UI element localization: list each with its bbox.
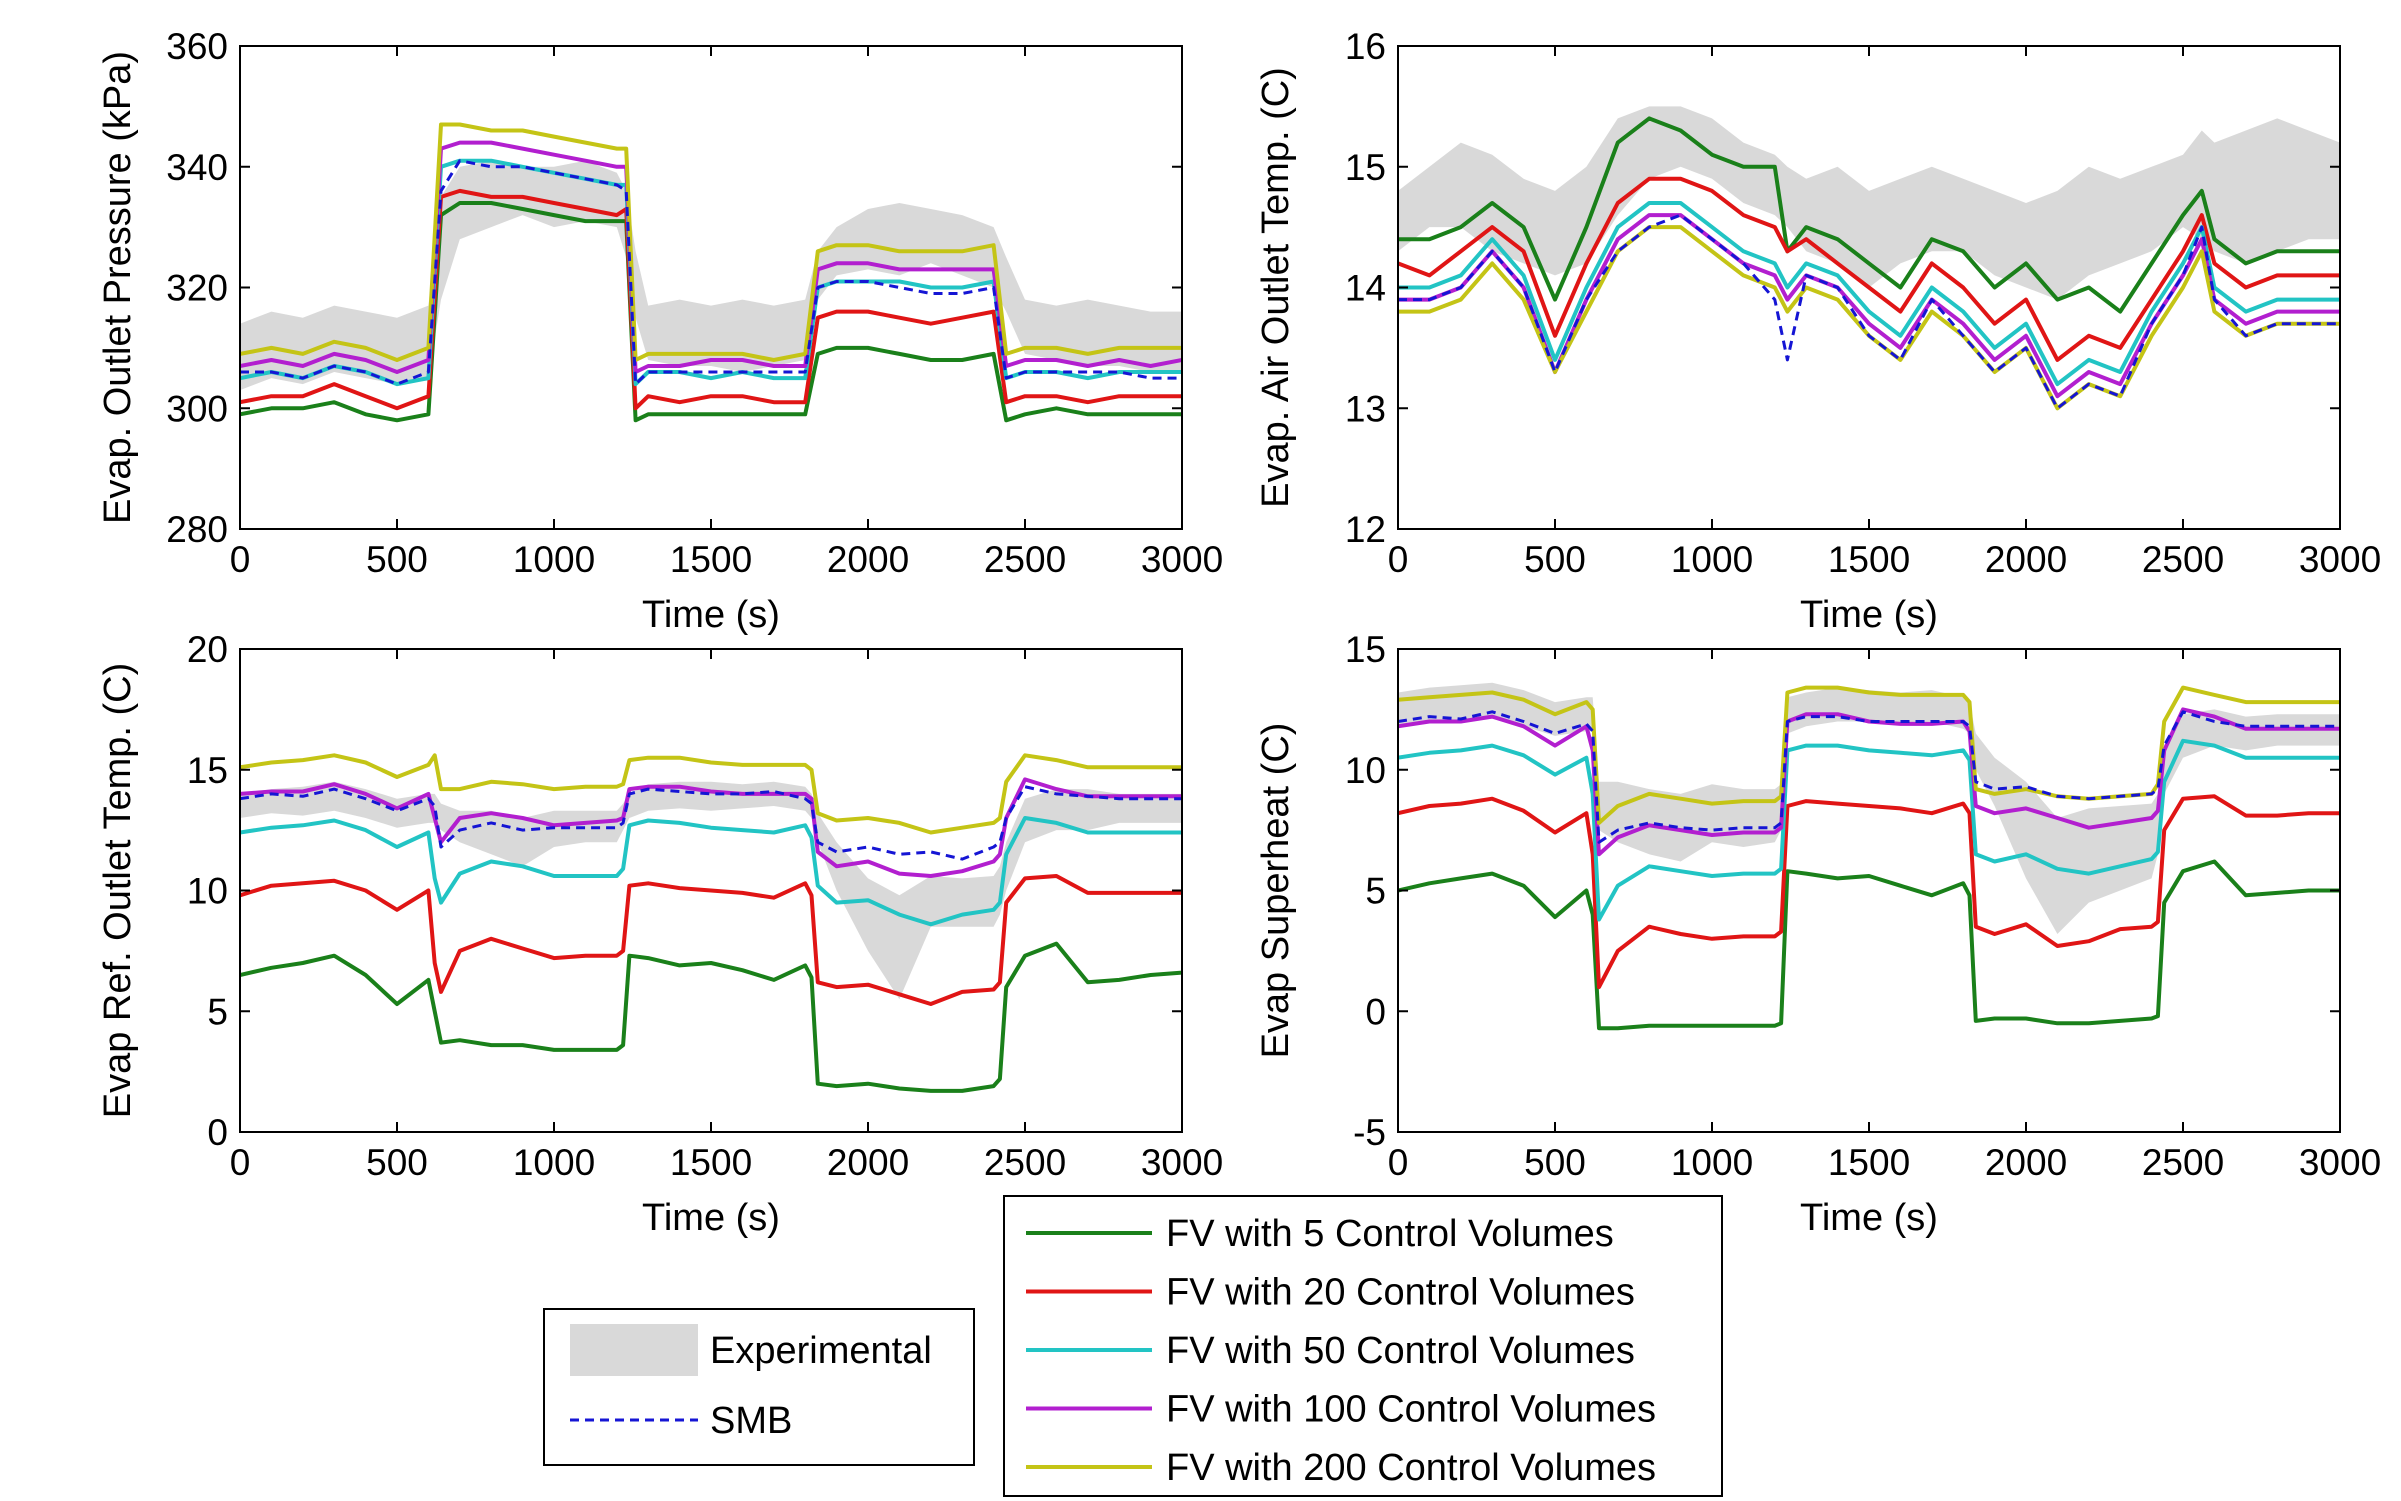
x-tick-label: 3000 xyxy=(2299,539,2381,580)
panel-p2: 0 500 1000 1500 2000 2500 3000 12 13 14 15 16 Time (… xyxy=(1255,26,2381,636)
y-axis-label: Evap. Air Outlet Temp. (C) xyxy=(1255,67,1297,508)
legend-swatch-experimental xyxy=(570,1324,698,1376)
series-line-fv50 xyxy=(240,816,1182,927)
series-line-fv5 xyxy=(1398,859,2340,1031)
x-tick-label: 1500 xyxy=(670,1142,752,1183)
y-axis-label: Evap Ref. Outlet Temp. (C) xyxy=(97,663,139,1118)
y-axis-label: Evap. Outlet Pressure (kPa) xyxy=(97,51,139,524)
legend-label-fv50: FV with 50 Control Volumes xyxy=(1166,1330,1635,1372)
x-tick-label: 1000 xyxy=(513,539,595,580)
x-tick-label: 3000 xyxy=(1141,1142,1223,1183)
y-tick-label: 340 xyxy=(166,147,228,188)
x-tick-label: 0 xyxy=(230,1142,251,1183)
y-tick-label: 0 xyxy=(207,1112,228,1153)
y-tick-label: 16 xyxy=(1345,26,1386,67)
series-line-fv20 xyxy=(240,188,1182,411)
panel-p3: 0 500 1000 1500 2000 2500 3000 0 5 10 15 20 Time (s)… xyxy=(97,629,1223,1239)
legend-label-experimental: Experimental xyxy=(710,1330,932,1372)
panels: 0 500 1000 1500 2000 2500 3000280300320340360T… xyxy=(97,26,2381,1239)
y-tick-label: 14 xyxy=(1345,268,1386,309)
x-tick-label: 2500 xyxy=(2142,539,2224,580)
x-tick-label: 1000 xyxy=(1671,1142,1753,1183)
x-tick-label: 0 xyxy=(1388,539,1409,580)
y-tick-label: 300 xyxy=(166,388,228,429)
y-tick-label: 0 xyxy=(1365,991,1386,1032)
y-tick-label: 10 xyxy=(187,871,228,912)
series-line-fv5 xyxy=(240,941,1182,1093)
x-tick-label: 1000 xyxy=(1671,539,1753,580)
y-tick-label: 5 xyxy=(207,991,228,1032)
series-line-smb xyxy=(1398,213,2340,410)
legend-label-fv5: FV with 5 Control Volumes xyxy=(1166,1213,1614,1255)
panel-p1: 0 500 1000 1500 2000 2500 3000 280 300 320 340 360 T… xyxy=(97,26,1223,636)
x-tick-label: 2500 xyxy=(984,539,1066,580)
y-axis-label: Evap Superheat (C) xyxy=(1255,723,1297,1059)
x-tick-label: 2000 xyxy=(1985,539,2067,580)
y-tick-label: 320 xyxy=(166,268,228,309)
x-tick-label: 1500 xyxy=(1828,1142,1910,1183)
series-line-fv50 xyxy=(1398,738,2340,922)
x-tick-label: 2000 xyxy=(827,1142,909,1183)
x-tick-label: 1000 xyxy=(513,1142,595,1183)
series-line-fv5 xyxy=(240,201,1182,423)
legend-label-fv200: FV with 200 Control Volumes xyxy=(1166,1447,1656,1489)
x-tick-label: 2000 xyxy=(827,539,909,580)
y-tick-label: 15 xyxy=(187,750,228,791)
x-tick-label: 3000 xyxy=(2299,1142,2381,1183)
y-tick-label: 10 xyxy=(1345,750,1386,791)
series-line-smb xyxy=(240,159,1182,386)
x-tick-label: 500 xyxy=(1524,539,1586,580)
x-axis-label: Time (s) xyxy=(642,594,780,636)
legend-label-fv20: FV with 20 Control Volumes xyxy=(1166,1272,1635,1314)
series-line-fv200 xyxy=(1398,685,2340,825)
y-tick-label: 15 xyxy=(1345,147,1386,188)
y-tick-label: 5 xyxy=(1365,871,1386,912)
y-tick-label: -5 xyxy=(1353,1112,1386,1153)
series-line-fv200 xyxy=(240,753,1182,835)
series-line-fv200 xyxy=(240,122,1182,362)
y-tick-label: 360 xyxy=(166,26,228,67)
x-tick-label: 2500 xyxy=(2142,1142,2224,1183)
legend-main: FV with 5 Control Volumes FV with 20 Cont… xyxy=(1003,1195,1723,1497)
x-tick-label: 3000 xyxy=(1141,539,1223,580)
x-tick-label: 0 xyxy=(1388,1142,1409,1183)
series-line-fv20 xyxy=(1398,176,2340,362)
experimental-band xyxy=(240,160,1182,391)
y-tick-label: 20 xyxy=(187,629,228,670)
y-tick-label: 15 xyxy=(1345,629,1386,670)
x-tick-label: 0 xyxy=(230,539,251,580)
x-axis-label: Time (s) xyxy=(642,1197,780,1239)
experimental-band xyxy=(240,781,1182,1000)
x-axis-label: Time (s) xyxy=(1800,1197,1938,1239)
x-tick-label: 500 xyxy=(1524,1142,1586,1183)
series-line-smb xyxy=(240,785,1182,861)
legend-ref: Experimental SMB xyxy=(543,1308,975,1466)
series-line-fv20 xyxy=(240,874,1182,1006)
legend-label-fv100: FV with 100 Control Volumes xyxy=(1166,1389,1656,1431)
x-tick-label: 2500 xyxy=(984,1142,1066,1183)
legend-main-box xyxy=(1003,1195,1723,1497)
y-tick-label: 12 xyxy=(1345,509,1386,550)
y-tick-label: 280 xyxy=(166,509,228,550)
x-tick-label: 2000 xyxy=(1985,1142,2067,1183)
x-tick-label: 1500 xyxy=(670,539,752,580)
series-line-fv5 xyxy=(1398,116,2340,314)
experimental-band xyxy=(1398,106,2340,300)
series-line-fv100 xyxy=(240,140,1182,374)
x-axis-label: Time (s) xyxy=(1800,594,1938,636)
series-line-fv20 xyxy=(1398,794,2340,990)
x-tick-label: 500 xyxy=(366,539,428,580)
x-tick-label: 1500 xyxy=(1828,539,1910,580)
y-tick-label: 13 xyxy=(1345,388,1386,429)
series-line-smb xyxy=(1398,710,2340,844)
x-tick-label: 500 xyxy=(366,1142,428,1183)
legend-label-smb: SMB xyxy=(710,1400,792,1442)
